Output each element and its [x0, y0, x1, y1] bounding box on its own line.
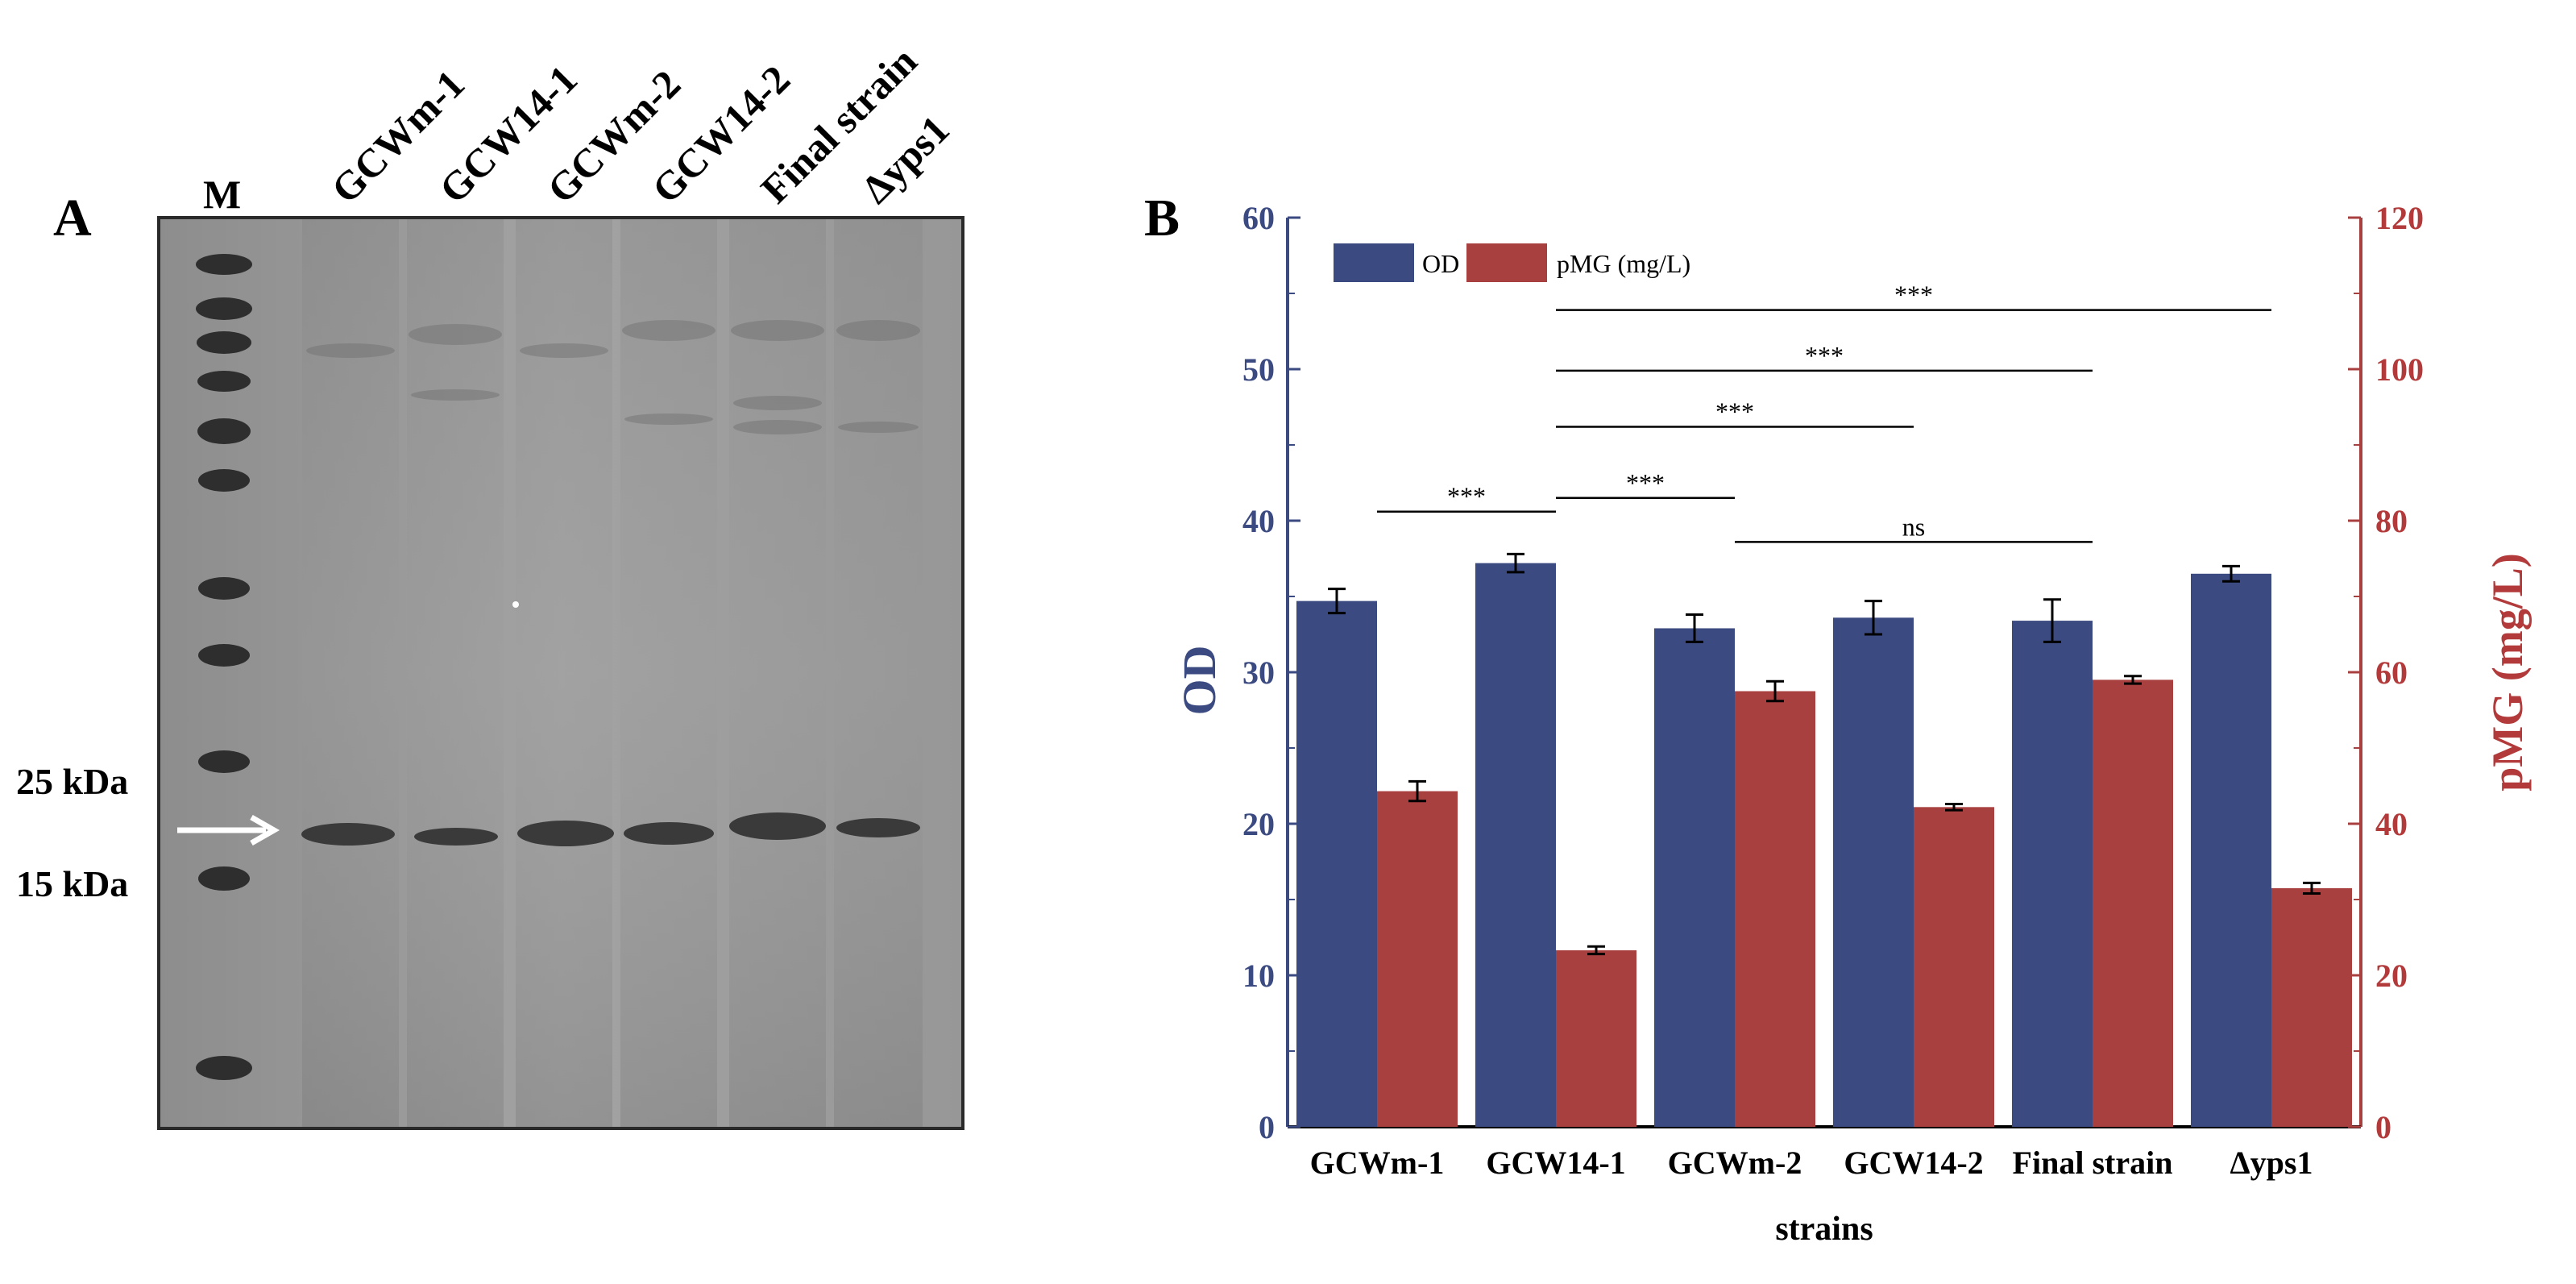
- bar-od: [1475, 563, 1556, 1127]
- marker-size-label: 25 kDa: [16, 761, 128, 802]
- legend-label-od: OD: [1422, 249, 1459, 278]
- panel-b-letter: B: [1144, 189, 1180, 247]
- significance-label: ***: [1626, 468, 1665, 497]
- legend-swatch-od: [1334, 243, 1414, 282]
- marker-lane-label: M: [203, 172, 241, 217]
- gel-image: [157, 216, 964, 1130]
- significance-label: ns: [1902, 512, 1925, 541]
- panel-a-letter: A: [53, 189, 92, 247]
- gel-faint-bands: [306, 320, 920, 434]
- bar-od: [1654, 628, 1735, 1127]
- bar-pmg: [2271, 887, 2352, 1127]
- legend-swatch-pmg: [1466, 243, 1547, 282]
- y-left-tick-label: 60: [1242, 200, 1275, 236]
- bar-pmg: [1914, 807, 1994, 1127]
- target-band: [624, 822, 714, 845]
- y-right-tick-label: 20: [2375, 958, 2408, 994]
- marker-size-label: 15 kDa: [16, 863, 128, 904]
- target-band: [836, 818, 920, 837]
- significance-label: ***: [1894, 280, 1933, 310]
- target-arrow: [177, 814, 280, 846]
- marker-band: [197, 331, 251, 354]
- y-left-tick-label: 50: [1242, 351, 1275, 388]
- target-band: [729, 812, 826, 840]
- y-right-tick-label: 100: [2375, 351, 2424, 388]
- marker-band: [196, 254, 252, 275]
- gel-lane-smear: [834, 219, 923, 1127]
- bar-pmg: [1377, 791, 1458, 1127]
- marker-band: [198, 577, 250, 600]
- marker-band: [196, 1056, 252, 1080]
- marker-band: [197, 418, 251, 444]
- bar-od: [2012, 621, 2093, 1127]
- target-band: [517, 821, 614, 846]
- bar-od: [2191, 573, 2271, 1127]
- y-right-tick-label: 120: [2375, 200, 2424, 236]
- y-left-tick-label: 30: [1242, 654, 1275, 691]
- panel-a: A: [16, 38, 964, 1130]
- marker-band: [197, 371, 251, 392]
- bar-pmg: [2093, 679, 2173, 1127]
- marker-band: [198, 866, 250, 891]
- gel-lane-smear: [620, 219, 717, 1127]
- bar-pmg: [1735, 691, 1815, 1127]
- x-tick-label: Final strain: [2013, 1145, 2173, 1181]
- marker-band: [198, 750, 250, 773]
- gel-lane-smear: [302, 219, 399, 1127]
- y-axis-right-title: pMG (mg/L): [2483, 553, 2532, 791]
- gel-lane-smear: [407, 219, 504, 1127]
- y-left-tick-label: 20: [1242, 806, 1275, 842]
- significance-label: ***: [1805, 341, 1844, 370]
- target-band: [301, 823, 395, 846]
- y-left-tick-label: 0: [1259, 1109, 1275, 1145]
- y-left-tick-label: 40: [1242, 503, 1275, 539]
- gel-speck: [512, 601, 519, 608]
- target-band: [414, 828, 498, 846]
- x-tick-label: Δyps1: [2230, 1145, 2313, 1181]
- significance-label: ***: [1715, 397, 1754, 426]
- x-axis-title: strains: [1775, 1211, 1873, 1248]
- bar-pmg: [1556, 949, 1636, 1127]
- y-right-tick-label: 80: [2375, 503, 2408, 539]
- marker-ladder: [196, 254, 252, 1080]
- target-bands: [301, 812, 920, 846]
- marker-band: [196, 297, 252, 320]
- y-right-tick-label: 40: [2375, 806, 2408, 842]
- marker-band: [198, 469, 250, 492]
- gel-lane-smear: [516, 219, 612, 1127]
- legend-label-pmg: pMG (mg/L): [1557, 249, 1690, 278]
- y-axis-left-title: OD: [1173, 646, 1226, 716]
- panel-b: B 0 10 20 30 40 50 60 0 20 40 60 80 100 120 OD pMG (mg/…: [1144, 189, 2532, 1248]
- bar-od: [1833, 617, 1914, 1127]
- y-left-tick-label: 10: [1242, 958, 1275, 994]
- marker-band: [198, 644, 250, 667]
- gel-lane-smear: [729, 219, 826, 1127]
- bar-chart: 0 10 20 30 40 50 60 0 20 40 60 80 100 120 OD pMG (mg/L)…: [1173, 200, 2532, 1248]
- y-right-tick-label: 60: [2375, 654, 2408, 691]
- x-tick-label: GCWm-1: [1310, 1145, 1445, 1181]
- y-right-tick-label: 0: [2375, 1109, 2391, 1145]
- x-tick-label: GCW14-2: [1844, 1145, 1983, 1181]
- significance-label: ***: [1447, 482, 1486, 511]
- x-tick-label: GCWm-2: [1668, 1145, 1802, 1181]
- bar-od: [1296, 600, 1377, 1127]
- x-tick-label: GCW14-1: [1486, 1145, 1625, 1181]
